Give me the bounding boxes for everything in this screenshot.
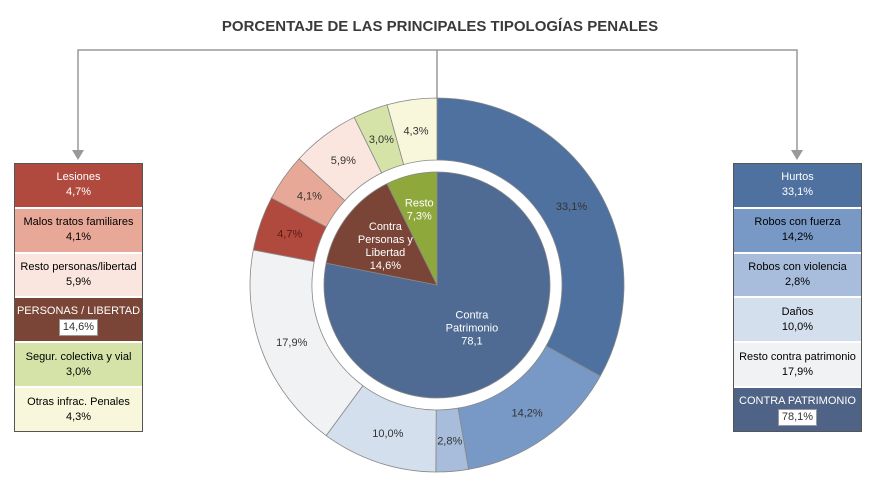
legend-value: 33,1%: [781, 186, 814, 199]
legend-value: 5,9%: [65, 276, 92, 289]
legend-value: 4,3%: [65, 410, 92, 423]
legend-row: Hurtos 33,1%: [734, 164, 861, 207]
legend-label: Daños: [781, 305, 814, 318]
legend-row: CONTRA PATRIMONIO 78,1%: [734, 386, 861, 431]
legend-value: 10,0%: [781, 320, 814, 333]
legend-label: Resto personas/libertad: [20, 261, 137, 274]
legend-patrimonio: Hurtos 33,1% Robos con fuerza 14,2% Robos co…: [733, 163, 862, 432]
inner-label: Resto 7,3%: [405, 198, 434, 223]
inner-slice: [325, 183, 438, 286]
legend-row: Resto contra patrimonio 17,9%: [734, 341, 861, 387]
legend-value: 78,1%: [777, 408, 818, 426]
inner-slice: [386, 171, 438, 286]
outer-slice: [436, 97, 625, 377]
legend-row: Lesiones 4,7%: [15, 164, 142, 207]
legend-value: 3,0%: [65, 365, 92, 378]
connector-lines: [77, 49, 798, 155]
legend-label: Robos con fuerza: [754, 216, 841, 229]
legend-row: Otras infrac. Penales 4,3%: [15, 386, 142, 431]
legend-row: Malos tratos familiares 4,1%: [15, 206, 142, 252]
outer-label: 14,2%: [511, 407, 542, 419]
legend-value: 2,8%: [784, 276, 811, 289]
legend-value: 17,9%: [781, 365, 814, 378]
outer-label: 33,1%: [556, 201, 587, 213]
legend-label: Hurtos: [781, 171, 814, 184]
outer-label: 5,9%: [331, 155, 356, 167]
legend-row: Robos con violencia 2,8%: [734, 251, 861, 297]
outer-label: 4,7%: [277, 229, 302, 241]
outer-slice: [386, 97, 438, 166]
legend-label: Resto contra patrimonio: [739, 350, 856, 363]
outer-label: 17,9%: [276, 337, 307, 349]
legend-personas: Lesiones 4,7% Malos tratos familiares 4,1% R…: [14, 163, 143, 432]
outer-label: 10,0%: [372, 428, 403, 440]
legend-value: 4,7%: [65, 186, 92, 199]
legend-label: Lesiones: [56, 171, 101, 184]
legend-value: 14,6%: [58, 318, 99, 336]
arrow-right-icon: [791, 150, 803, 160]
arrow-left-icon: [72, 150, 84, 160]
legend-label: Robos con violencia: [748, 261, 847, 274]
legend-label: Malos tratos familiares: [23, 216, 134, 229]
inner-label: Contra Personas y Libertad 14,6%: [358, 221, 414, 272]
legend-label: Segur. colectiva y vial: [25, 350, 132, 363]
legend-row: Resto personas/libertad 5,9%: [15, 251, 142, 297]
legend-value: 14,2%: [781, 231, 814, 244]
legend-row: Segur. colectiva y vial 3,0%: [15, 341, 142, 387]
outer-label: 4,3%: [403, 125, 428, 137]
legend-row: Robos con fuerza 14,2%: [734, 206, 861, 252]
legend-row: PERSONAS / LIBERTAD 14,6%: [15, 296, 142, 342]
legend-label: PERSONAS / LIBERTAD: [16, 304, 141, 317]
chart-title: PORCENTAJE DE LAS PRINCIPALES TIPOLOGÍAS…: [221, 18, 659, 35]
outer-label: 2,8%: [437, 435, 462, 447]
outer-label: 3,0%: [369, 134, 394, 146]
outer-label: 4,1%: [297, 190, 322, 202]
legend-row: Daños 10,0%: [734, 296, 861, 342]
legend-label: CONTRA PATRIMONIO: [739, 394, 856, 407]
legend-value: 4,1%: [65, 231, 92, 244]
inner-label: Contra Patrimonio 78,1: [446, 309, 499, 347]
legend-label: Otras infrac. Penales: [27, 395, 130, 408]
